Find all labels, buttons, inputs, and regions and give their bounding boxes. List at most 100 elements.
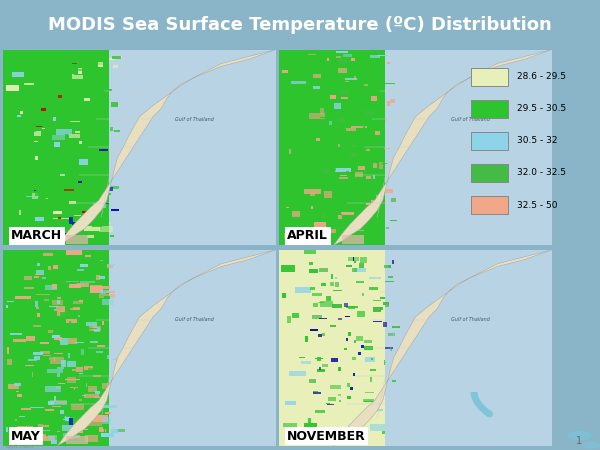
Bar xyxy=(111,102,118,107)
Bar xyxy=(362,293,364,296)
Bar xyxy=(106,292,109,294)
Bar xyxy=(63,308,65,312)
Text: 30.5 - 32: 30.5 - 32 xyxy=(517,136,557,145)
Bar xyxy=(391,99,395,104)
Bar xyxy=(354,340,356,343)
Bar xyxy=(76,334,79,336)
Bar xyxy=(385,118,386,122)
Polygon shape xyxy=(58,250,276,446)
Bar xyxy=(343,227,344,232)
Bar xyxy=(78,181,82,183)
Bar xyxy=(380,307,383,310)
Bar xyxy=(364,346,373,350)
Bar xyxy=(364,401,373,402)
Bar xyxy=(385,302,389,306)
Bar xyxy=(40,94,44,95)
Bar xyxy=(385,189,394,193)
Bar xyxy=(98,108,106,111)
Bar xyxy=(95,396,100,398)
Bar xyxy=(65,416,72,422)
Bar xyxy=(110,127,113,131)
Bar xyxy=(339,205,343,209)
Bar xyxy=(64,233,70,236)
Bar xyxy=(371,148,373,149)
Bar xyxy=(92,325,97,331)
Bar xyxy=(58,217,61,219)
Bar xyxy=(99,149,108,151)
Bar xyxy=(325,167,331,168)
Bar xyxy=(86,322,97,326)
Bar xyxy=(74,432,77,435)
Bar xyxy=(34,356,40,360)
Bar xyxy=(112,56,121,58)
Bar xyxy=(25,365,34,366)
Bar xyxy=(36,307,40,309)
Bar xyxy=(301,361,311,364)
Bar xyxy=(373,225,382,226)
Bar xyxy=(107,187,113,191)
Bar xyxy=(47,169,55,171)
Bar xyxy=(88,198,92,199)
Bar xyxy=(48,435,58,440)
Bar xyxy=(383,302,389,305)
Bar xyxy=(71,222,77,225)
Bar xyxy=(49,306,56,309)
Bar xyxy=(337,56,341,58)
Bar xyxy=(64,189,74,191)
Bar xyxy=(46,198,47,199)
Bar xyxy=(329,120,332,125)
Bar xyxy=(85,435,98,442)
Bar xyxy=(324,191,332,198)
Bar xyxy=(53,357,55,361)
Bar xyxy=(75,342,84,343)
Text: MAY: MAY xyxy=(11,430,41,443)
Bar xyxy=(79,68,82,74)
Bar xyxy=(342,436,364,444)
Bar xyxy=(65,303,69,306)
Bar xyxy=(319,268,328,272)
Bar xyxy=(35,192,42,196)
Bar xyxy=(344,303,347,307)
Bar xyxy=(315,410,325,413)
Bar xyxy=(69,284,81,288)
Bar xyxy=(109,223,110,224)
Bar xyxy=(320,117,326,118)
Bar xyxy=(79,399,82,400)
Bar xyxy=(334,104,341,108)
Bar xyxy=(113,65,118,68)
Bar xyxy=(58,431,60,432)
Text: APRIL: APRIL xyxy=(287,230,328,243)
Bar xyxy=(384,360,385,364)
Bar xyxy=(318,334,322,337)
Bar xyxy=(65,379,80,380)
Bar xyxy=(281,292,286,298)
Bar xyxy=(308,54,316,55)
Bar xyxy=(58,373,59,377)
Bar xyxy=(54,306,65,311)
Bar xyxy=(309,269,318,273)
Bar xyxy=(98,226,113,232)
Bar xyxy=(366,149,370,151)
Bar xyxy=(37,263,40,266)
Bar xyxy=(33,325,41,328)
Bar xyxy=(317,369,325,372)
Bar xyxy=(330,95,336,99)
Bar xyxy=(92,225,101,227)
Bar xyxy=(116,429,125,432)
Bar xyxy=(56,300,61,304)
Bar xyxy=(87,422,102,426)
Bar xyxy=(310,329,318,331)
Bar xyxy=(370,378,373,382)
Bar xyxy=(373,175,375,180)
Text: 32.0 - 32.5: 32.0 - 32.5 xyxy=(517,168,566,177)
Bar xyxy=(22,408,31,410)
Bar xyxy=(287,316,291,323)
Bar xyxy=(98,99,107,101)
Bar xyxy=(44,285,58,290)
Bar xyxy=(35,217,44,221)
Bar xyxy=(95,391,100,394)
Bar xyxy=(100,294,115,298)
Bar xyxy=(58,297,61,299)
Bar xyxy=(26,196,38,197)
Bar xyxy=(61,312,66,316)
